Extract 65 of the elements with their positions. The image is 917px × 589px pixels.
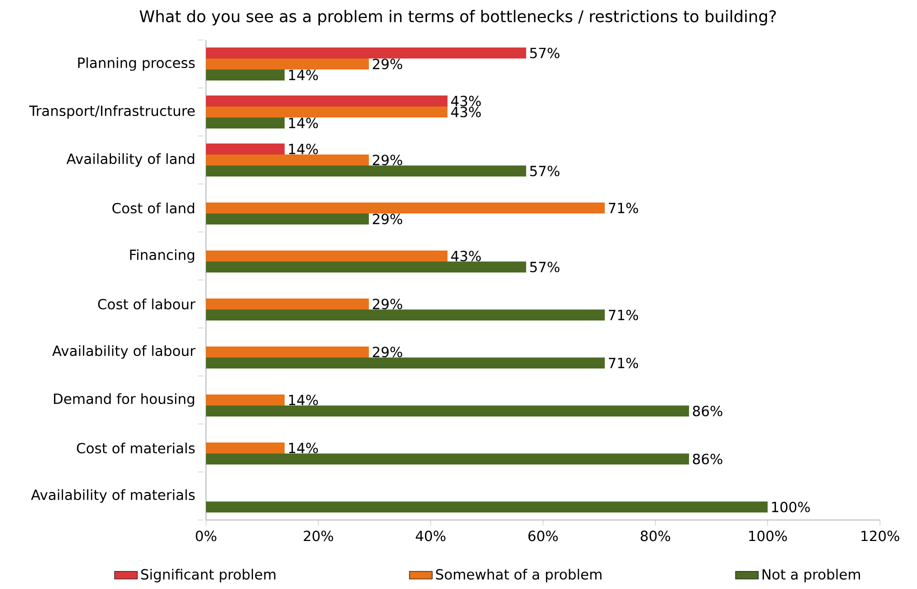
data-label: 14% [289,144,318,154]
data-label: 86% [692,406,722,416]
y-tick-label: Cost of labour [98,298,196,310]
data-label: 29% [372,154,402,166]
y-tick-label: Availability of labour [52,345,196,359]
x-tick-label: 120% [862,530,900,542]
bar [206,106,448,118]
x-tick-label: 40% [416,530,446,542]
data-label: 57% [530,166,560,176]
y-tick-label: Transport/Infrastructure [29,105,195,119]
data-label: 71% [608,202,638,214]
bar [206,502,768,513]
bar [206,310,605,321]
legend-label: Somewhat of a problem [436,568,602,582]
legend-label: Significant problem [141,568,276,582]
bar [206,95,448,106]
bar [206,58,369,70]
data-label: 71% [608,358,638,368]
y-tick-label: Availability of materials [31,489,195,503]
chart-title: What do you see as a problem in terms of bottlenecks / restrictions to building? [140,10,776,26]
y-tick-label: Availability of land [66,153,194,167]
data-label: 57% [530,262,560,272]
bar [206,250,448,262]
data-label: 100% [772,502,810,512]
bar [206,118,285,128]
bar [206,202,605,214]
data-label: 29% [372,298,402,310]
bar [206,48,526,58]
bar [206,70,285,80]
x-tick-label: 80% [640,530,670,542]
y-tick-label: Cost of land [112,202,194,214]
bar [206,166,526,177]
data-label: 29% [372,214,402,224]
data-label: 43% [451,250,481,262]
bar [206,442,285,454]
x-tick-label: 100% [749,530,787,542]
x-tick-label: 0% [196,530,216,542]
bar [206,394,285,406]
x-tick-label: 20% [304,530,334,542]
y-tick-label: Demand for housing [54,393,194,407]
data-label: 29% [372,346,402,358]
bar [206,214,369,224]
data-label: 57% [530,48,560,58]
bar [206,144,285,154]
data-label: 43% [451,96,481,106]
data-label: 29% [372,58,402,70]
bar [206,262,526,272]
bar [206,346,369,358]
x-tick-label: 60% [528,530,558,542]
data-label: 14% [289,118,318,128]
y-tick-label: Financing [130,249,194,263]
bar [206,454,690,465]
data-label: 86% [692,454,722,464]
y-tick-label: Planning process [78,57,195,71]
data-label: 14% [289,70,318,80]
data-label: 14% [289,442,318,454]
data-label: 71% [608,310,638,320]
bar [206,358,605,368]
legend-label: Not a problem [762,568,860,582]
bar [206,154,369,166]
bar [206,298,369,310]
bar [206,406,690,417]
data-label: 14% [289,394,318,406]
y-tick-label: Cost of materials [76,442,195,454]
data-label: 43% [451,106,481,118]
